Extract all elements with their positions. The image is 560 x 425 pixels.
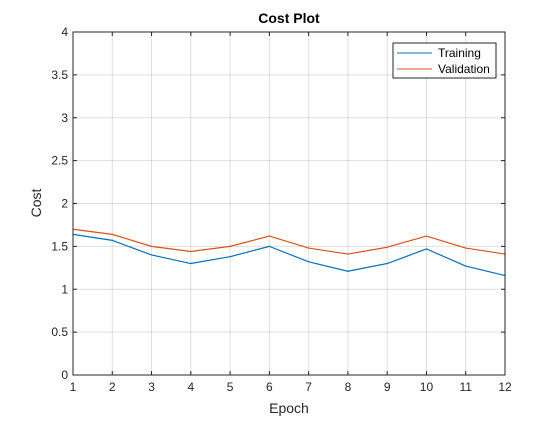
x-axis-label: Epoch — [269, 400, 309, 416]
data-point-validation — [268, 235, 270, 237]
data-point-validation — [386, 246, 388, 248]
y-axis-label: Cost — [28, 189, 44, 218]
data-point-validation — [150, 245, 153, 247]
chart-title: Cost Plot — [258, 10, 320, 26]
data-point-training — [308, 261, 310, 263]
series-line-validation — [72, 228, 506, 255]
x-tick-label: 4 — [187, 380, 194, 394]
data-point-validation — [347, 253, 349, 255]
legend: Training Validation — [392, 42, 497, 79]
x-tick-label: 8 — [345, 380, 352, 394]
y-tick-label: 4 — [61, 25, 68, 39]
y-tick-label: 0 — [61, 368, 68, 382]
x-tick-label: 10 — [420, 380, 434, 394]
y-tick-label: 0.5 — [51, 325, 68, 339]
data-point-validation — [190, 250, 192, 253]
data-point-validation — [111, 233, 113, 235]
x-tick-label: 3 — [148, 380, 155, 394]
data-point-training — [229, 256, 231, 258]
plot-area — [73, 32, 505, 375]
data-point-validation — [465, 247, 467, 249]
x-tick-label: 1 — [70, 380, 77, 394]
data-point-validation — [229, 245, 231, 247]
data-point-training — [190, 262, 192, 265]
y-tick-label: 2.5 — [51, 154, 68, 168]
data-point-training — [150, 254, 153, 256]
legend-label-validation: Validation — [438, 62, 490, 76]
series-line-training — [72, 233, 506, 277]
data-point-validation — [425, 235, 428, 237]
legend-box — [392, 42, 497, 79]
x-tick-label: 12 — [498, 380, 512, 394]
legend-label-training: Training — [438, 46, 481, 60]
y-tick-label: 1 — [61, 282, 68, 296]
data-point-training — [111, 239, 113, 241]
x-tick-label: 9 — [384, 380, 391, 394]
series-layer — [72, 228, 506, 277]
x-tick-label: 11 — [459, 380, 472, 394]
x-tick-label: 7 — [305, 380, 312, 394]
y-tick-label: 1.5 — [51, 239, 68, 253]
y-tick-label: 3.5 — [51, 68, 68, 82]
data-point-validation — [308, 247, 310, 249]
data-point-training — [268, 245, 270, 247]
data-point-training — [425, 248, 428, 250]
y-tick-label: 3 — [61, 111, 68, 125]
x-tick-label: 6 — [266, 380, 273, 394]
data-point-training — [465, 265, 467, 267]
x-tick-label: 5 — [227, 380, 234, 394]
data-point-training — [386, 262, 388, 265]
x-tick-label: 2 — [109, 380, 116, 394]
data-point-training — [347, 270, 349, 272]
y-tick-label: 2 — [61, 197, 68, 211]
